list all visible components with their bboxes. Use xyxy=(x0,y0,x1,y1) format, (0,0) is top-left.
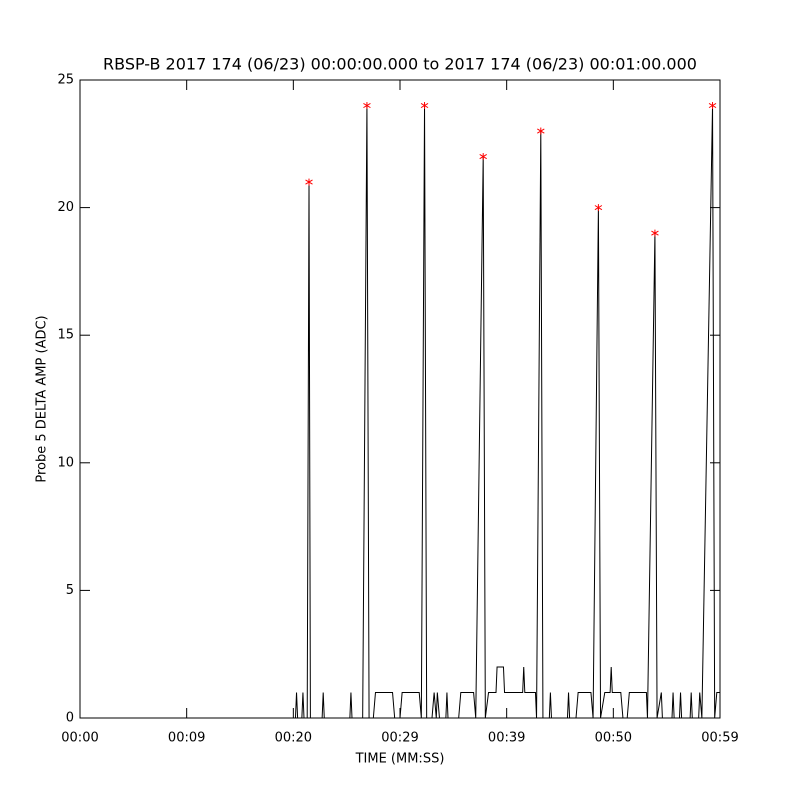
x-axis-label: TIME (MM:SS) xyxy=(355,752,445,767)
peak-marker xyxy=(708,102,717,110)
peak-marker xyxy=(651,229,659,237)
plot-frame xyxy=(79,79,721,719)
x-tick-label: 00:20 xyxy=(275,731,312,746)
x-tick-label: 00:00 xyxy=(61,731,98,746)
peak-marker-stroke xyxy=(708,102,717,109)
peak-marker xyxy=(305,178,313,186)
data-line xyxy=(80,105,720,719)
x-tick-label: 00:50 xyxy=(595,731,632,746)
peak-marker-stroke xyxy=(305,179,313,185)
peak-marker-stroke xyxy=(594,205,603,211)
y-tick-label: 10 xyxy=(57,455,74,470)
chart-title: RBSP-B 2017 174 (06/23) 00:00:00.000 to … xyxy=(103,55,697,74)
peak-marker xyxy=(594,204,603,212)
y-tick-label: 20 xyxy=(57,200,74,215)
y-axis-label: Probe 5 DELTA AMP (ADC) xyxy=(35,315,50,482)
y-tick-label: 5 xyxy=(66,583,74,598)
x-tick-label: 00:59 xyxy=(701,731,738,746)
x-tick-label: 00:29 xyxy=(381,731,418,746)
peak-marker-stroke xyxy=(420,102,429,109)
y-tick-label: 0 xyxy=(66,711,74,726)
peak-marker xyxy=(537,127,545,135)
peak-marker xyxy=(479,153,487,161)
peak-marker-stroke xyxy=(537,128,545,134)
peak-marker-stroke xyxy=(651,230,659,236)
y-tick-label: 15 xyxy=(57,328,74,343)
peak-marker xyxy=(363,102,371,110)
y-tick-label: 25 xyxy=(57,73,74,88)
peak-marker xyxy=(420,102,429,110)
peak-marker-stroke xyxy=(363,102,371,109)
peak-marker-stroke xyxy=(479,154,487,160)
x-tick-label: 00:39 xyxy=(488,731,525,746)
x-tick-label: 00:09 xyxy=(168,731,205,746)
